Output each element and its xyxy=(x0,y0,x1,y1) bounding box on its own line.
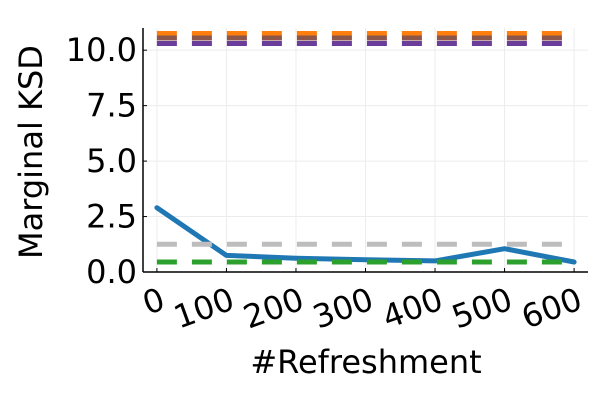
y-tick-label-0: 0.0 xyxy=(86,253,137,291)
x-axis-title: #Refreshment xyxy=(250,343,481,381)
grid xyxy=(143,28,588,273)
x-tick-label-1: 100 xyxy=(169,280,239,337)
x-tick-label-4: 400 xyxy=(377,280,447,337)
x-tick-label-5: 500 xyxy=(447,280,517,337)
tick-labels: 0 100 200 300 400 500 600 0.0 2.5 5.0 7.5 10.0 xyxy=(66,31,587,336)
y-tick-label-3: 7.5 xyxy=(86,87,137,125)
x-tick-label-3: 300 xyxy=(308,280,378,337)
series-line-0 xyxy=(154,205,577,265)
y-tick-label-2: 5.0 xyxy=(86,142,137,180)
y-tick-label-1: 2.5 xyxy=(86,198,137,236)
y-axis-title: Marginal KSD xyxy=(12,45,50,259)
x-tick-label-2: 200 xyxy=(238,280,308,337)
axes xyxy=(142,28,588,273)
series-group xyxy=(154,31,577,265)
y-tick-label-4: 10.0 xyxy=(66,31,137,69)
x-tick-label-6: 600 xyxy=(516,280,586,337)
x-tick-label-0: 0 xyxy=(138,280,170,323)
